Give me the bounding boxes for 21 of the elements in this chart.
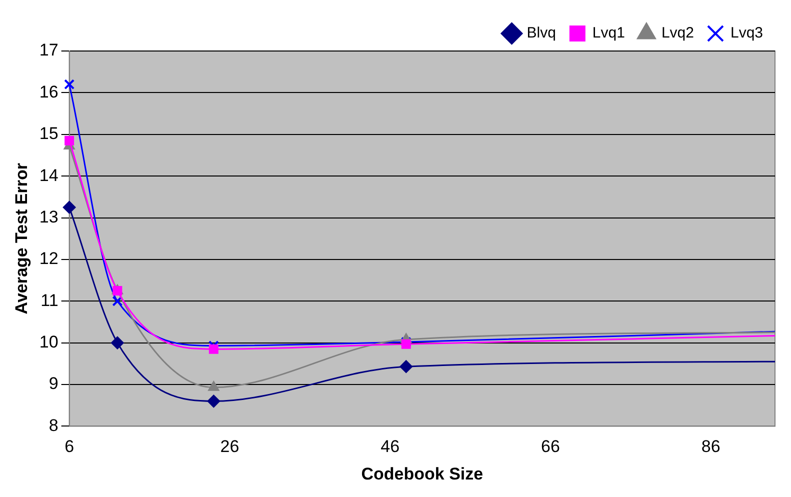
y-tick-label: 9: [48, 374, 58, 394]
legend-label: Lvq2: [661, 24, 694, 42]
legend-label: Lvq1: [592, 24, 625, 42]
y-axis-title: Average Test Error: [12, 162, 31, 314]
y-tick-label: 14: [39, 166, 58, 185]
x-tick-label: 66: [541, 437, 560, 456]
y-tick-label: 11: [40, 290, 58, 310]
y-tick-label: 12: [39, 249, 58, 268]
y-tick-label: 15: [39, 124, 58, 144]
x-tick-label: 86: [701, 437, 720, 456]
x-tick-label: 46: [380, 437, 400, 456]
legend-label: Blvq: [526, 24, 556, 42]
legend-label: Lvq3: [730, 24, 764, 42]
x-tick-label: 26: [220, 437, 240, 456]
x-tick-label: 6: [64, 437, 74, 456]
y-tick-label: 10: [39, 332, 58, 352]
x-axis-title: Codebook Size: [361, 464, 484, 484]
y-tick-label: 13: [39, 207, 58, 226]
y-tick-label: 16: [39, 82, 58, 102]
y-tick-label: 17: [39, 40, 58, 60]
y-tick-label: 8: [48, 416, 58, 435]
